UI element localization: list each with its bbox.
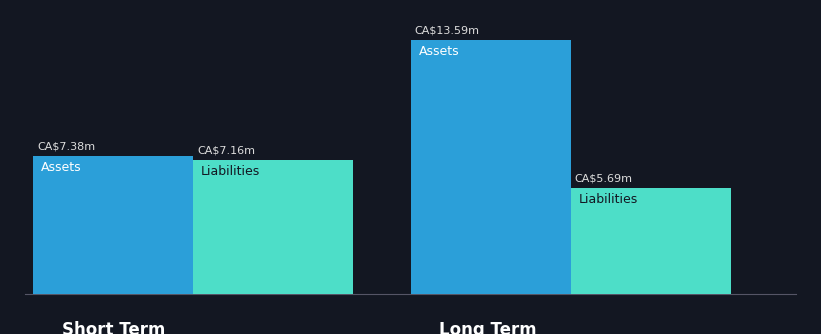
Text: Short Term: Short Term xyxy=(62,321,165,334)
Text: Liabilities: Liabilities xyxy=(579,193,638,206)
Text: CA$13.59m: CA$13.59m xyxy=(415,26,479,36)
Text: Assets: Assets xyxy=(419,45,459,58)
Text: Liabilities: Liabilities xyxy=(201,165,260,178)
Text: CA$7.38m: CA$7.38m xyxy=(37,142,95,152)
Text: Assets: Assets xyxy=(41,161,81,174)
Text: CA$5.69m: CA$5.69m xyxy=(575,173,633,183)
Bar xyxy=(571,188,731,294)
Text: CA$7.16m: CA$7.16m xyxy=(197,146,255,156)
Bar xyxy=(193,160,353,294)
Bar xyxy=(33,156,193,294)
Bar xyxy=(410,40,571,294)
Text: Long Term: Long Term xyxy=(439,321,537,334)
